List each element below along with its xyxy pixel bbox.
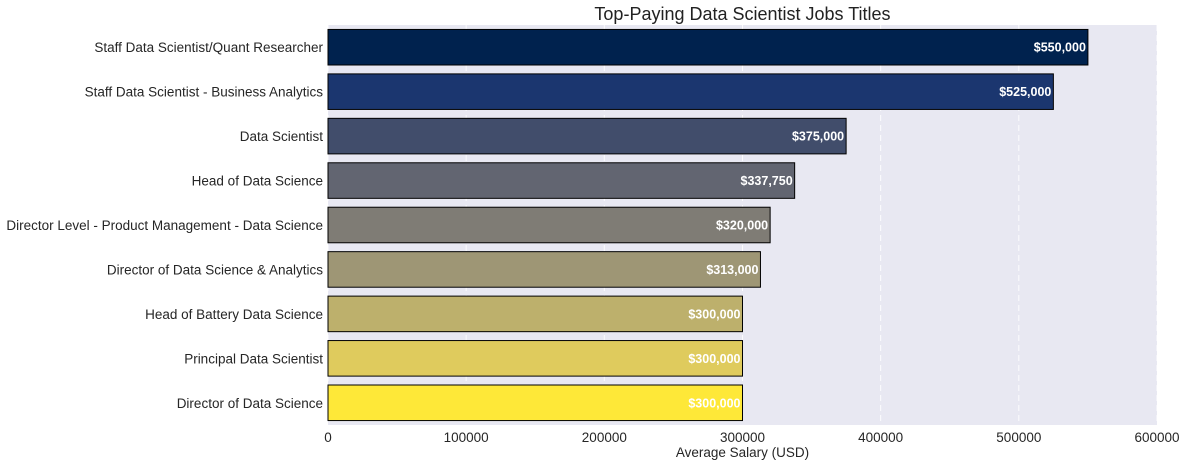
bar-value-label: $337,750: [741, 174, 793, 188]
y-tick-label: Head of Data Science: [192, 174, 323, 189]
bar: [327, 28, 1089, 66]
x-tick-label: 200000: [582, 430, 627, 445]
data-label-layer: $550,000 $525,000 $375,000 $337,750 $320,000…: [688, 41, 1086, 411]
bar: [327, 295, 743, 333]
x-tick-label: 300000: [720, 430, 765, 445]
bar: [327, 251, 761, 288]
bar-value-label: $300,000: [688, 352, 740, 366]
bar-layer: [327, 28, 1089, 422]
bar-value-label: $550,000: [1034, 41, 1086, 55]
bar-value-label: $375,000: [792, 130, 844, 144]
bar-value-label: $313,000: [706, 263, 758, 277]
bar-value-label: $525,000: [999, 85, 1051, 99]
x-axis-label: Average Salary (USD): [676, 445, 809, 460]
x-tick-label: 500000: [996, 430, 1041, 445]
bar: [327, 162, 796, 199]
y-tick-label: Principal Data Scientist: [184, 351, 323, 366]
y-tick-label: Director of Data Science & Analytics: [107, 262, 323, 277]
y-tick-label: Head of Battery Data Science: [145, 307, 323, 322]
chart-title: Top-Paying Data Scientist Jobs Titles: [594, 4, 890, 24]
bar-value-label: $300,000: [688, 307, 740, 321]
y-tick-label: Data Scientist: [240, 129, 324, 144]
x-tick-label: 600000: [1134, 430, 1179, 445]
x-tick-label: 400000: [858, 430, 903, 445]
y-tick-label: Staff Data Scientist/Quant Researcher: [94, 40, 323, 55]
x-tick-label: 0: [324, 430, 332, 445]
bar-value-label: $320,000: [716, 219, 768, 233]
x-tick-label: 100000: [444, 430, 489, 445]
y-tick-label: Director of Data Science: [177, 396, 323, 411]
y-tick-layer: Staff Data Scientist/Quant Researcher Sta…: [6, 40, 323, 411]
bar: [327, 73, 1054, 110]
x-tick-layer: 0 100000 200000 300000 400000 500000 600000: [324, 430, 1179, 445]
bar: [327, 206, 771, 244]
y-tick-label: Director Level - Product Management - Da…: [6, 218, 323, 233]
y-tick-label: Staff Data Scientist - Business Analytic…: [85, 85, 324, 100]
bar: [327, 340, 743, 377]
bar-value-label: $300,000: [688, 396, 740, 410]
bar: [327, 117, 847, 155]
bar: [327, 384, 743, 422]
